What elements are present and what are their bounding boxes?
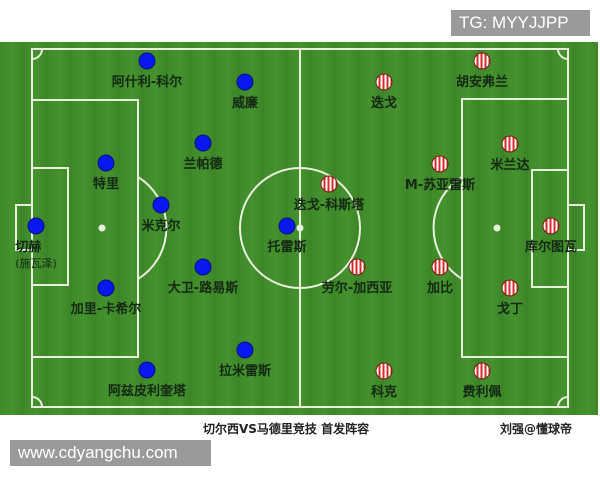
chelsea-player-name: 拉米雷斯 xyxy=(218,364,272,379)
atletico-player-marker xyxy=(473,52,491,70)
chelsea-player-name: 阿什利-科尔 xyxy=(111,75,183,90)
chelsea-player-marker xyxy=(194,134,212,152)
chelsea-player-marker xyxy=(152,196,170,214)
atletico-player-marker xyxy=(501,135,519,153)
chelsea-player-name: 威廉 xyxy=(231,96,259,111)
watermark-top: TG: MYYJJPP xyxy=(451,10,590,36)
atletico-player-marker xyxy=(473,362,491,380)
chelsea-player-name: 托雷斯 xyxy=(267,240,307,255)
chelsea-player-name: 兰帕德 xyxy=(183,157,223,172)
atletico-player-marker xyxy=(375,362,393,380)
atletico-player-name: 胡安弗兰 xyxy=(455,75,509,90)
atletico-player-marker xyxy=(501,279,519,297)
atletico-player-marker xyxy=(431,155,449,173)
chelsea-player-marker xyxy=(194,258,212,276)
chelsea-player-marker xyxy=(97,154,115,172)
atletico-player-name: 费利佩 xyxy=(462,385,502,400)
football-pitch xyxy=(0,42,598,415)
atletico-player-marker xyxy=(375,73,393,91)
chelsea-player-name: 特里 xyxy=(92,177,120,192)
chelsea-player-marker xyxy=(27,217,45,235)
atletico-player-marker xyxy=(542,217,560,235)
atletico-player-name: 科克 xyxy=(370,385,398,400)
credit: 刘强@懂球帝 xyxy=(500,422,573,436)
chelsea-player-name: 米克尔 xyxy=(141,219,181,234)
atletico-player-name: M-苏亚雷斯 xyxy=(404,178,476,193)
atletico-player-marker xyxy=(348,258,366,276)
chelsea-player-marker xyxy=(138,361,156,379)
watermark-bottom: www.cdyangchu.com xyxy=(10,440,211,466)
atletico-player-name: 劳尔-加西亚 xyxy=(321,281,393,296)
atletico-player-marker xyxy=(320,175,338,193)
chelsea-player-marker xyxy=(278,217,296,235)
chelsea-player-name: 阿兹皮利奎塔 xyxy=(107,384,187,399)
chelsea-player-marker xyxy=(236,341,254,359)
atletico-player-name: 米兰达 xyxy=(490,158,530,173)
pitch-lines xyxy=(15,48,585,408)
chelsea-player-name: 加里-卡希尔 xyxy=(70,302,142,317)
player-note: (施瓦泽) xyxy=(15,257,57,270)
chelsea-player-name: 切赫 (施瓦泽) xyxy=(15,240,57,270)
chelsea-player-marker xyxy=(138,52,156,70)
atletico-player-marker xyxy=(431,258,449,276)
chelsea-player-marker xyxy=(97,279,115,297)
atletico-player-name: 戈丁 xyxy=(496,302,524,317)
chelsea-player-marker xyxy=(236,73,254,91)
atletico-player-name: 迭戈-科斯塔 xyxy=(293,198,365,213)
atletico-player-name: 库尔图瓦 xyxy=(524,240,578,255)
caption: 切尔西VS马德里竞技 首发阵容 xyxy=(203,422,370,436)
atletico-player-name: 迭戈 xyxy=(370,96,398,111)
chelsea-player-name: 大卫-路易斯 xyxy=(167,281,239,296)
atletico-player-name: 加比 xyxy=(426,281,454,296)
